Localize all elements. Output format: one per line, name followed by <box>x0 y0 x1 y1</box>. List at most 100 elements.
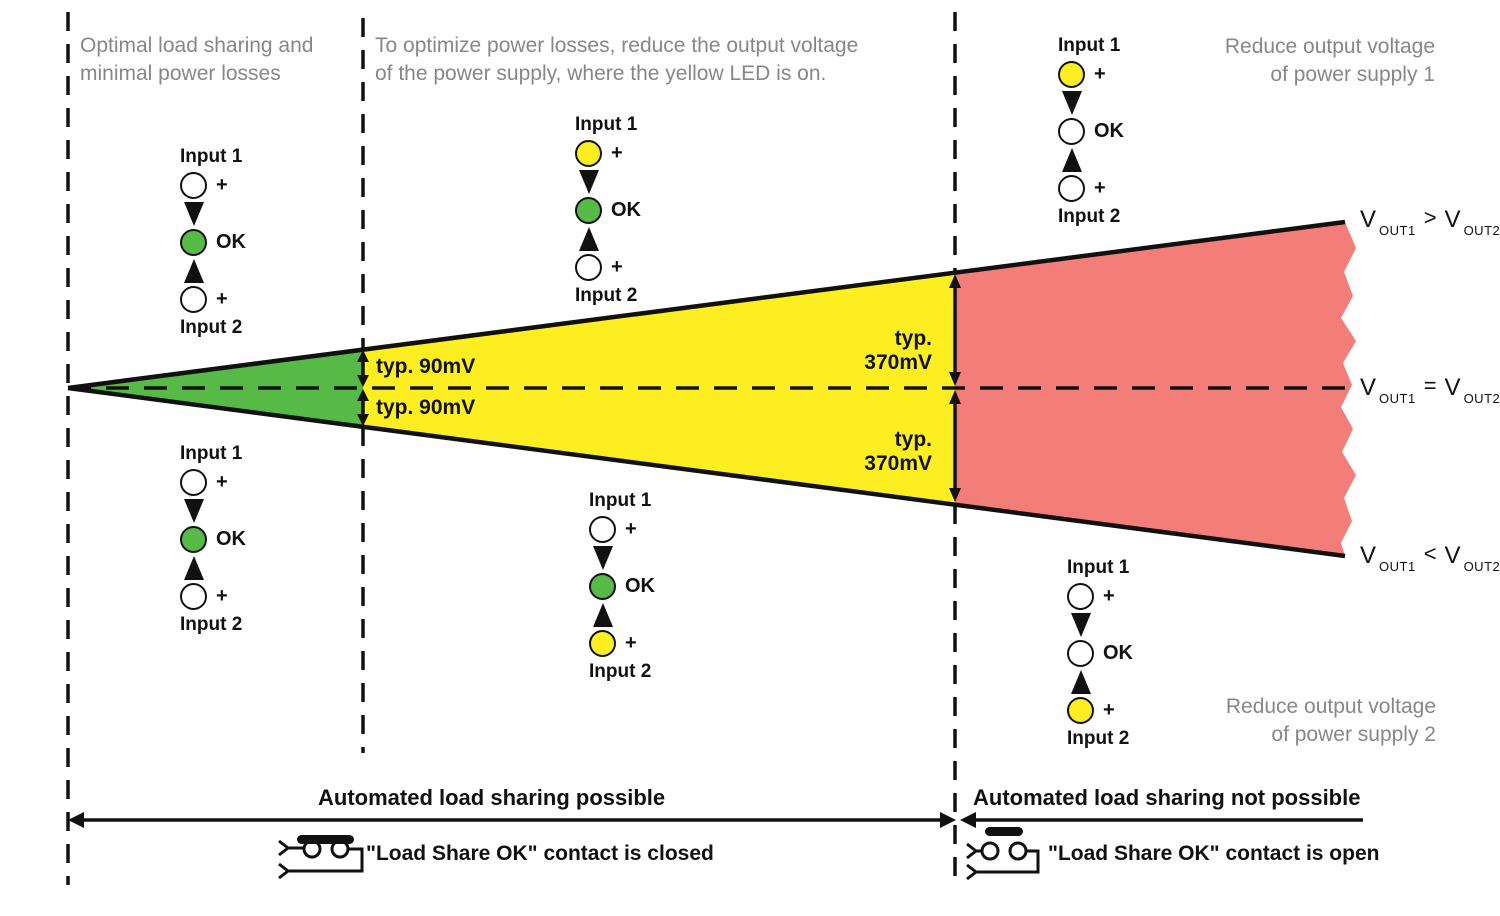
led-input1-label: Input 1 <box>1067 557 1130 578</box>
led-input2-plus: + <box>1103 699 1115 721</box>
label-contact-open: "Load Share OK" contact is open <box>1048 842 1380 865</box>
cone-bottom-edge <box>67 385 1346 559</box>
led-group-top-left: Input 1 + OK + Input 2 <box>180 146 310 339</box>
led-input2-plus: + <box>216 585 228 607</box>
note-reduce-supply1: Reduce output voltage of power supply 1 <box>1145 33 1435 89</box>
led-ok-label: OK <box>216 231 246 253</box>
led-group-top-middle: Input 1 + OK + Input 2 <box>575 114 705 307</box>
arrow-down-icon <box>184 202 204 226</box>
led-input1-indicator <box>1058 61 1085 88</box>
arrow-down-icon <box>1071 613 1091 637</box>
note-optimize-line2: of the power supply, where the yellow LE… <box>375 62 827 85</box>
arrow-up-icon <box>579 227 599 251</box>
led-input2-indicator <box>589 630 616 657</box>
arrow-up-icon <box>184 556 204 580</box>
range-arrow-not-possible <box>960 812 1363 828</box>
note-optimal-line2: minimal power losses <box>80 62 281 85</box>
led-input1-indicator <box>575 140 602 167</box>
label-load-sharing-possible: Automated load sharing possible <box>318 785 666 810</box>
led-input1-plus: + <box>216 471 228 493</box>
arrow-up-icon <box>184 259 204 283</box>
led-group-bottom-right: Input 1 + OK + Input 2 <box>1067 557 1197 750</box>
led-input2-indicator <box>1058 175 1085 202</box>
arrow-down-icon <box>593 546 613 570</box>
arrow-370mv-lower <box>949 390 961 502</box>
label-vout1-eq-vout2: V OUT1= V OUT2 <box>1360 373 1500 406</box>
note-optimize-zone: To optimize power losses, reduce the out… <box>375 32 858 88</box>
arrow-down-icon <box>184 499 204 523</box>
arrow-90mv-lower <box>357 389 369 426</box>
note-reduce1-line1: Reduce output voltage <box>1224 35 1435 58</box>
note-reduce2-line1: Reduce output voltage <box>1225 695 1436 718</box>
label-370mv-lower: typ. 370mV <box>864 428 932 475</box>
led-input2-indicator <box>180 286 207 313</box>
led-input1-indicator <box>180 469 207 496</box>
arrow-down-icon <box>579 170 599 194</box>
led-input1-label: Input 1 <box>589 490 652 511</box>
led-input1-label: Input 1 <box>180 443 243 464</box>
led-ok-indicator <box>1058 118 1085 145</box>
led-input2-plus: + <box>1094 177 1106 199</box>
note-optimize-line1: To optimize power losses, reduce the out… <box>375 34 859 57</box>
arrow-up-icon <box>1071 670 1091 694</box>
led-input2-label: Input 2 <box>180 614 243 635</box>
zone-green-optimal <box>68 350 363 426</box>
led-input1-plus: + <box>625 518 637 540</box>
note-optimal-line1: Optimal load sharing and <box>80 34 314 57</box>
led-input2-label: Input 2 <box>575 285 638 306</box>
led-input1-indicator <box>589 516 616 543</box>
led-input2-plus: + <box>216 288 228 310</box>
led-group-bottom-left: Input 1 + OK + Input 2 <box>180 443 310 636</box>
led-ok-indicator <box>180 526 207 553</box>
led-input1-indicator <box>1067 583 1094 610</box>
label-vout1-gt-vout2: V OUT1> V OUT2 <box>1360 205 1500 238</box>
arrow-up-icon <box>1062 148 1082 172</box>
led-ok-label: OK <box>1094 120 1124 142</box>
led-ok-label: OK <box>216 528 246 550</box>
led-input2-label: Input 2 <box>589 661 652 682</box>
label-load-sharing-not-possible: Automated load sharing not possible <box>973 785 1361 810</box>
led-input2-indicator <box>575 254 602 281</box>
led-input1-indicator <box>180 172 207 199</box>
led-input2-label: Input 2 <box>180 317 243 338</box>
led-group-bottom-middle: Input 1 + OK + Input 2 <box>589 490 719 683</box>
label-contact-closed: "Load Share OK" contact is closed <box>366 842 714 865</box>
label-vout1-lt-vout2: V OUT1< V OUT2 <box>1360 541 1500 574</box>
led-ok-indicator <box>1067 640 1094 667</box>
label-370mv-upper: typ. 370mV <box>864 327 932 374</box>
led-ok-indicator <box>575 197 602 224</box>
arrow-up-icon <box>593 603 613 627</box>
zone-red-not-possible <box>955 222 1356 556</box>
contact-closed-icon <box>278 835 364 880</box>
led-input2-plus: + <box>611 256 623 278</box>
led-ok-label: OK <box>611 199 641 221</box>
led-input2-label: Input 2 <box>1058 206 1121 227</box>
note-reduce1-line2: of power supply 1 <box>1270 63 1435 86</box>
note-reduce2-line2: of power supply 2 <box>1271 723 1436 746</box>
arrow-90mv-upper <box>357 350 369 387</box>
led-input1-label: Input 1 <box>575 114 638 135</box>
led-input2-plus: + <box>625 632 637 654</box>
label-90mv-lower: typ. 90mV <box>376 396 476 419</box>
cone-top-edge <box>67 219 1346 391</box>
led-input2-indicator <box>180 583 207 610</box>
led-ok-label: OK <box>625 575 655 597</box>
led-input1-plus: + <box>1103 585 1115 607</box>
led-input1-plus: + <box>216 174 228 196</box>
range-arrow-possible <box>68 812 956 828</box>
led-input1-plus: + <box>1094 63 1106 85</box>
led-input2-label: Input 2 <box>1067 728 1130 749</box>
led-ok-label: OK <box>1103 642 1133 664</box>
arrow-down-icon <box>1062 91 1082 115</box>
led-input1-plus: + <box>611 142 623 164</box>
label-90mv-upper: typ. 90mV <box>376 355 476 378</box>
led-input1-label: Input 1 <box>1058 35 1121 56</box>
note-reduce-supply2: Reduce output voltage of power supply 2 <box>1146 693 1436 749</box>
led-group-top-right: Input 1 + OK + Input 2 <box>1058 35 1188 228</box>
led-ok-indicator <box>589 573 616 600</box>
led-input2-indicator <box>1067 697 1094 724</box>
led-input1-label: Input 1 <box>180 146 243 167</box>
arrow-370mv-upper <box>949 274 961 386</box>
